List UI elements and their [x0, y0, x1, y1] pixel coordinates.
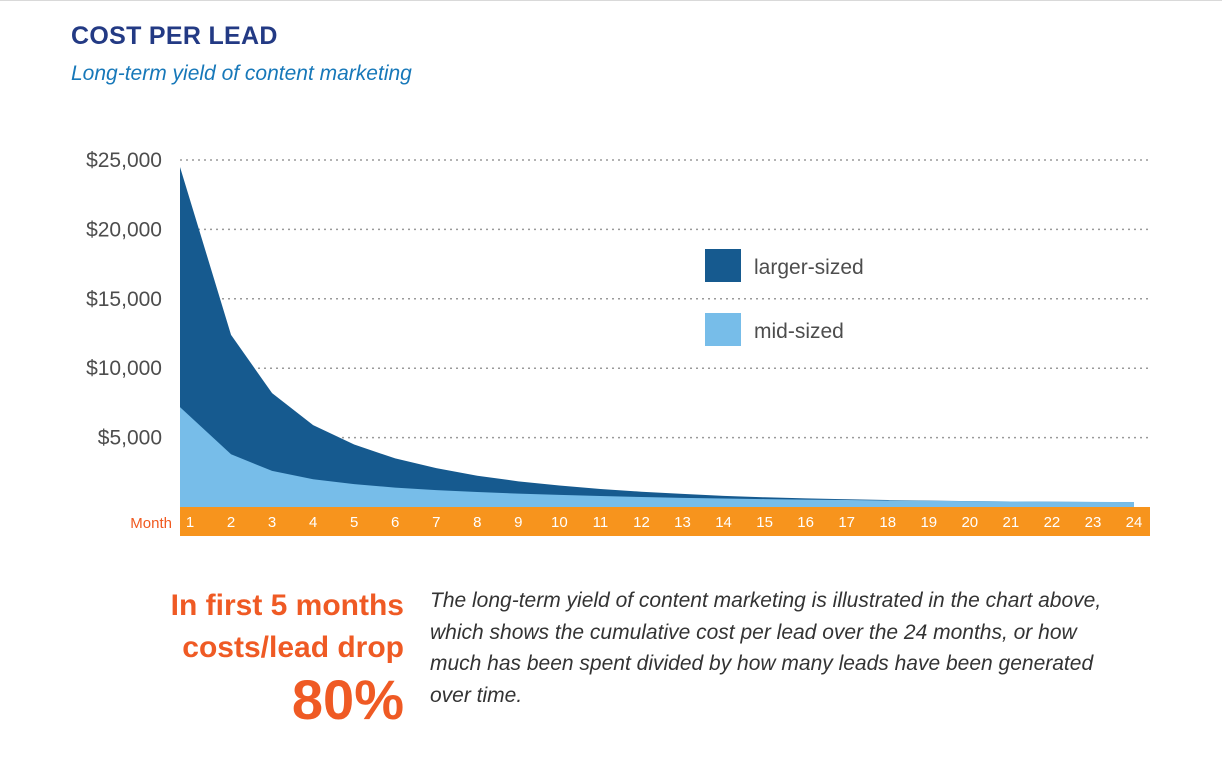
x-tick-label: 22 — [1044, 514, 1061, 531]
x-tick-label: 24 — [1126, 514, 1143, 531]
x-tick-label: 18 — [879, 514, 896, 531]
x-tick-label: 23 — [1085, 514, 1102, 531]
chart-subtitle: Long-term yield of content marketing — [71, 62, 412, 85]
x-tick-label: 10 — [551, 514, 568, 531]
x-tick-label: 12 — [633, 514, 650, 531]
legend-swatch — [705, 249, 741, 282]
x-tick-label: 9 — [514, 514, 522, 531]
x-tick-label: 6 — [391, 514, 399, 531]
x-axis-ticks: 1 2 3 4 5 6 7 8 9 10 11 12 13 14 15 16 17 18 19 20 21 22 23 24 — [186, 514, 1143, 531]
legend-label: mid-sized — [754, 320, 844, 343]
x-tick-label: 21 — [1003, 514, 1020, 531]
x-tick-label: 4 — [309, 514, 317, 531]
x-tick-label: 15 — [756, 514, 773, 531]
x-tick-label: 5 — [350, 514, 358, 531]
chart-title: COST PER LEAD — [71, 22, 278, 50]
y-tick-label: $10,000 — [86, 357, 162, 380]
callout-line-1: In first 5 months — [170, 589, 404, 622]
y-tick-label: $5,000 — [98, 427, 162, 450]
grid-lines — [180, 159, 1150, 439]
top-rule — [0, 0, 1222, 1]
x-tick-label: 19 — [920, 514, 937, 531]
callout-line-2: costs/lead drop — [182, 631, 404, 664]
x-tick-label: 1 — [186, 514, 194, 531]
y-tick-label: $15,000 — [86, 288, 162, 311]
legend: larger-sized mid-sized — [705, 249, 864, 346]
callout: In first 5 months costs/lead drop 80% — [171, 585, 404, 733]
x-tick-label: 14 — [715, 514, 732, 531]
x-tick-label: 7 — [432, 514, 440, 531]
series-area-mid-sized — [180, 407, 1134, 507]
x-tick-label: 8 — [473, 514, 481, 531]
x-tick-label: 2 — [227, 514, 235, 531]
series-area-larger-sized — [180, 166, 1134, 507]
y-tick-label: $25,000 — [86, 149, 162, 172]
legend-swatch — [705, 313, 741, 346]
x-tick-label: 11 — [593, 514, 609, 531]
description-text: The long-term yield of content marketing… — [430, 589, 1102, 707]
x-tick-label: 16 — [797, 514, 814, 531]
x-tick-label: 13 — [674, 514, 691, 531]
x-axis-title: Month — [130, 515, 172, 532]
x-axis-band — [180, 507, 1150, 536]
y-axis-ticks: $5,000 $10,000 $15,000 $20,000 $25,000 — [86, 149, 162, 450]
y-tick-label: $20,000 — [86, 218, 162, 241]
legend-label: larger-sized — [754, 256, 864, 279]
area-series — [180, 166, 1134, 507]
x-tick-label: 17 — [838, 514, 855, 531]
x-tick-label: 3 — [268, 514, 276, 531]
x-tick-label: 20 — [961, 514, 978, 531]
callout-percentage: 80% — [291, 668, 404, 731]
